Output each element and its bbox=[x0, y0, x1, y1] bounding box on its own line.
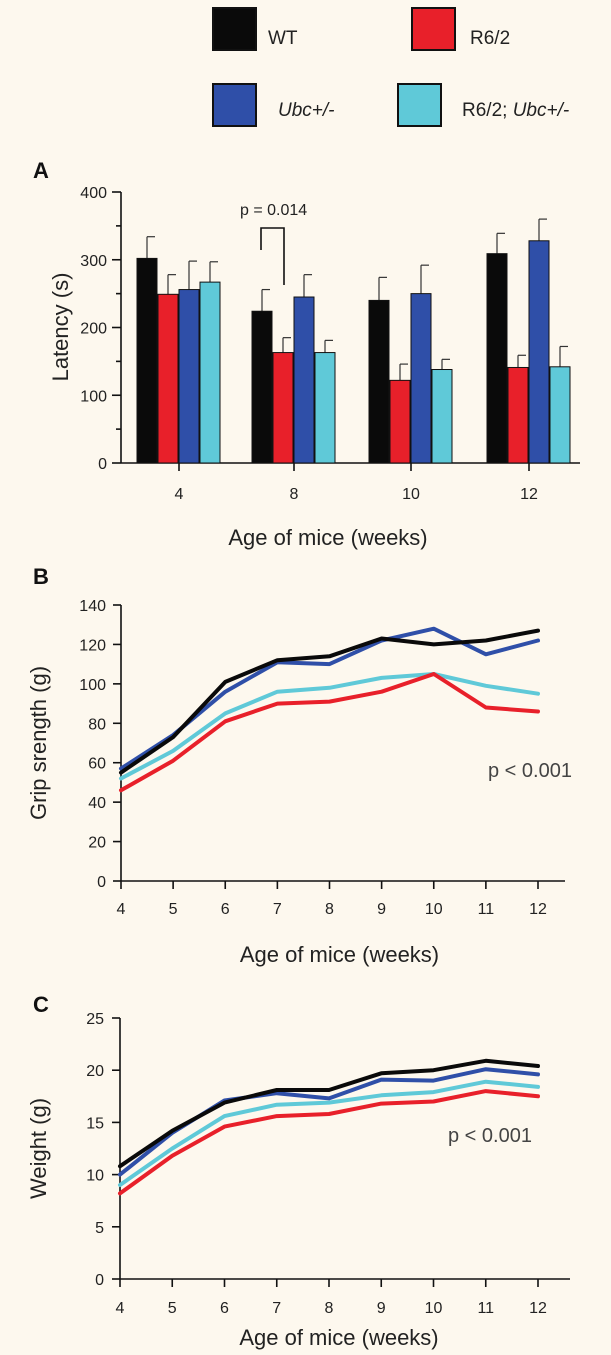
x-tick-label: 5 bbox=[168, 1300, 177, 1317]
bar-r6-2-10 bbox=[389, 379, 411, 464]
panel-b-line-chart: B 0 20 40 60 80 100 120 140 4 5 6 7 8 9 10 11 12 p < 0.00… bbox=[26, 564, 572, 967]
x-tick-label: 5 bbox=[169, 901, 178, 918]
y-tick-label: 300 bbox=[80, 253, 107, 270]
y-tick-label: 0 bbox=[95, 1272, 104, 1289]
x-tick-label: 4 bbox=[117, 901, 126, 918]
x-tick-label: 7 bbox=[273, 901, 282, 918]
legend-swatch-ubc bbox=[212, 83, 257, 127]
x-tick-label: 7 bbox=[272, 1300, 281, 1317]
y-tick-label: 0 bbox=[97, 874, 106, 891]
y-tick-label: 100 bbox=[79, 677, 106, 694]
y-tick-label: 40 bbox=[88, 795, 106, 812]
series-line-r6-2 bbox=[119, 672, 540, 793]
bar-ubc-4 bbox=[178, 289, 200, 464]
x-tick-label: 9 bbox=[377, 1300, 386, 1317]
bar-ubc-10 bbox=[410, 293, 432, 464]
y-axis-title: Weight (g) bbox=[26, 1098, 51, 1199]
x-tick-label: 6 bbox=[220, 1300, 229, 1317]
y-tick-label: 100 bbox=[80, 388, 107, 405]
panel-c-line-chart: C 0 5 10 15 20 25 4 5 6 7 8 9 10 11 12 p < 0.001 Age of … bbox=[26, 992, 570, 1350]
x-tick-label: 12 bbox=[520, 486, 538, 503]
x-axis-title: Age of mice (weeks) bbox=[240, 942, 439, 967]
series-line-r6-2 bbox=[118, 1089, 540, 1196]
significance-bracket bbox=[260, 227, 285, 285]
y-tick-label: 80 bbox=[88, 716, 106, 733]
y-tick-label: 120 bbox=[79, 637, 106, 654]
bar-r6-2-ubc-4 bbox=[199, 281, 221, 464]
x-tick-label: 4 bbox=[116, 1300, 125, 1317]
bar-wt-10 bbox=[368, 299, 390, 464]
bar-r6-2-ubc-12 bbox=[549, 366, 571, 464]
bar-wt-4 bbox=[136, 257, 158, 464]
legend-swatch-r6-2 bbox=[411, 7, 456, 51]
x-tick-label: 12 bbox=[529, 1300, 547, 1317]
legend: WT R6/2 Ubc+/- R6/2; Ubc+/- bbox=[212, 7, 569, 127]
legend-swatch-r6-2-ubc bbox=[397, 83, 442, 127]
y-tick-label: 15 bbox=[86, 1115, 104, 1132]
bar-r6-2-ubc-10 bbox=[431, 369, 453, 464]
bar-r6-2-8 bbox=[272, 352, 294, 464]
x-axis-title: Age of mice (weeks) bbox=[239, 1325, 438, 1350]
y-tick-label: 400 bbox=[80, 185, 107, 202]
x-tick-label: 8 bbox=[325, 901, 334, 918]
y-tick-label: 20 bbox=[88, 835, 106, 852]
series-line-wt bbox=[118, 1058, 540, 1169]
y-tick-label: 25 bbox=[86, 1011, 104, 1028]
y-tick-label: 200 bbox=[80, 321, 107, 338]
y-tick-label: 0 bbox=[98, 456, 107, 473]
y-axis-title: Latency (s) bbox=[48, 273, 73, 382]
panel-c-letter: C bbox=[33, 992, 49, 1017]
x-tick-label: 6 bbox=[221, 901, 230, 918]
y-tick-label: 20 bbox=[86, 1063, 104, 1080]
x-tick-label: 10 bbox=[402, 486, 420, 503]
x-tick-label: 4 bbox=[175, 486, 184, 503]
series-line-r6-2-ubc bbox=[119, 672, 540, 781]
y-axis-title: Grip srength (g) bbox=[26, 666, 51, 820]
x-tick-label: 10 bbox=[425, 901, 443, 918]
bar-r6-2-ubc-8 bbox=[314, 352, 336, 464]
x-tick-label: 11 bbox=[478, 901, 495, 918]
x-tick-label: 8 bbox=[325, 1300, 334, 1317]
legend-label-r6-2: R6/2 bbox=[470, 28, 510, 49]
x-tick-label: 12 bbox=[529, 901, 547, 918]
bar-ubc-8 bbox=[293, 296, 315, 464]
panel-a-letter: A bbox=[33, 158, 49, 183]
series-line-wt bbox=[119, 628, 540, 775]
y-tick-label: 10 bbox=[86, 1168, 104, 1185]
legend-swatch-wt bbox=[212, 7, 257, 51]
bar-wt-8 bbox=[251, 310, 273, 464]
panel-b-letter: B bbox=[33, 564, 49, 589]
legend-label-wt: WT bbox=[268, 28, 298, 49]
y-tick-label: 5 bbox=[95, 1220, 104, 1237]
bar-r6-2-12 bbox=[507, 366, 529, 464]
x-axis-title: Age of mice (weeks) bbox=[228, 525, 427, 550]
legend-label-r6-2-ubc: R6/2; Ubc+/- bbox=[462, 100, 569, 121]
p-value-annotation: p < 0.001 bbox=[488, 760, 572, 782]
p-value-annotation: p < 0.001 bbox=[448, 1125, 532, 1147]
y-tick-label: 140 bbox=[79, 598, 106, 615]
panel-a-bar-chart: A 0 100 200 300 400 4 8 10 12 p = 0.014 Age of mic… bbox=[33, 158, 580, 550]
y-tick-label: 60 bbox=[88, 756, 106, 773]
x-tick-label: 11 bbox=[477, 1300, 494, 1317]
x-tick-label: 8 bbox=[290, 486, 299, 503]
bar-r6-2-4 bbox=[157, 293, 179, 464]
p-value-annotation: p = 0.014 bbox=[240, 202, 307, 219]
series-line-r6-2-ubc bbox=[118, 1079, 540, 1187]
x-tick-label: 9 bbox=[377, 901, 386, 918]
legend-label-ubc: Ubc+/- bbox=[278, 100, 335, 121]
bar-wt-12 bbox=[486, 253, 508, 464]
x-tick-label: 10 bbox=[425, 1300, 443, 1317]
bar-ubc-12 bbox=[528, 240, 550, 464]
